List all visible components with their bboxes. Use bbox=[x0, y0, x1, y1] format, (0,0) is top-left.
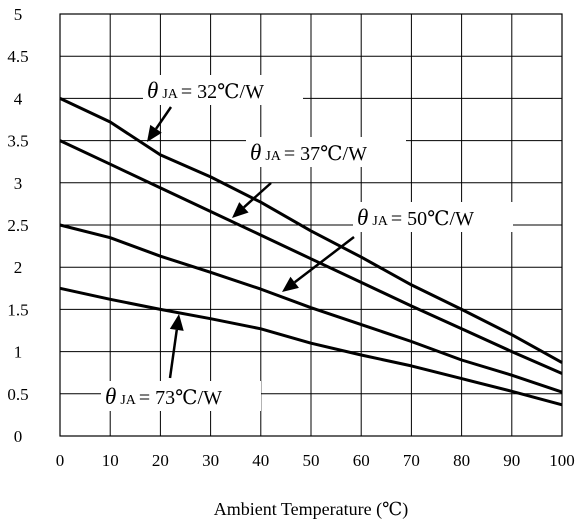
annotation-subscript: JA bbox=[265, 149, 281, 164]
tick-labels: 0 10 20 30 40 50 60 70 80 90 100 0 0.5 1 1.5 2 2.5 3 3.5 4 4… bbox=[7, 5, 574, 470]
annotation-3: θ JA = 50℃/W bbox=[282, 202, 513, 292]
annotation-arrowhead bbox=[282, 276, 299, 292]
x-tick-label: 90 bbox=[503, 451, 520, 470]
y-tick-label: 0.5 bbox=[7, 385, 28, 404]
annotation-arrow bbox=[293, 236, 355, 284]
x-axis-title: Ambient Temperature (℃) bbox=[214, 499, 408, 520]
annotation-label: θ JA = 50℃/W bbox=[357, 205, 474, 230]
x-tick-label: 40 bbox=[252, 451, 269, 470]
annotation-theta: θ bbox=[105, 384, 116, 409]
y-tick-label: 0 bbox=[14, 427, 23, 446]
annotation-background bbox=[246, 137, 406, 167]
annotation-4: θ JA = 73℃/W bbox=[101, 314, 261, 411]
annotation-arrow bbox=[243, 182, 272, 209]
annotation-theta: θ bbox=[250, 140, 261, 165]
x-tick-label: 0 bbox=[56, 451, 65, 470]
annotation-subscript: JA bbox=[162, 87, 178, 102]
x-tick-label: 70 bbox=[403, 451, 420, 470]
annotation-background bbox=[101, 381, 261, 411]
y-tick-label: 4 bbox=[14, 89, 23, 108]
annotation-subscript: JA bbox=[372, 214, 388, 229]
annotation-arrow bbox=[155, 106, 173, 130]
annotation-2: θ JA = 37℃/W bbox=[232, 137, 406, 218]
y-tick-label: 5 bbox=[14, 5, 23, 24]
annotation-value: = 50℃/W bbox=[391, 208, 474, 230]
annotation-value: = 32℃/W bbox=[181, 81, 264, 103]
x-tick-label: 100 bbox=[549, 451, 575, 470]
annotation-label: θ JA = 73℃/W bbox=[105, 384, 222, 409]
x-tick-label: 20 bbox=[152, 451, 169, 470]
x-tick-label: 80 bbox=[453, 451, 470, 470]
annotation-value: = 37℃/W bbox=[284, 143, 367, 165]
annotation-label: θ JA = 32℃/W bbox=[147, 78, 264, 103]
series-line-1 bbox=[59, 97, 563, 364]
x-tick-label: 50 bbox=[303, 451, 320, 470]
y-tick-label: 4.5 bbox=[7, 47, 28, 66]
annotation-background bbox=[353, 202, 513, 232]
annotation-arrowhead bbox=[232, 202, 249, 218]
annotations: θ JA = 32℃/Wθ JA = 37℃/Wθ JA = 50℃/Wθ JA = 73℃/W bbox=[101, 75, 513, 411]
series-line-4 bbox=[59, 286, 563, 407]
annotation-arrowhead bbox=[169, 314, 184, 331]
y-tick-label: 3.5 bbox=[7, 132, 28, 151]
x-tick-label: 60 bbox=[353, 451, 370, 470]
x-tick-label: 30 bbox=[202, 451, 219, 470]
annotation-subscript: JA bbox=[120, 393, 136, 408]
y-tick-label: 2 bbox=[14, 258, 23, 277]
annotation-theta: θ bbox=[357, 205, 368, 230]
y-tick-label: 1.5 bbox=[7, 300, 28, 319]
annotation-1: θ JA = 32℃/W bbox=[143, 75, 303, 142]
annotation-arrow bbox=[168, 329, 179, 379]
annotation-label: θ JA = 37℃/W bbox=[250, 140, 367, 165]
annotation-arrowhead bbox=[147, 124, 162, 142]
y-tick-label: 2.5 bbox=[7, 216, 28, 235]
annotation-theta: θ bbox=[147, 78, 158, 103]
annotation-value: = 73℃/W bbox=[139, 387, 222, 409]
x-tick-label: 10 bbox=[102, 451, 119, 470]
series-line-2 bbox=[59, 139, 563, 375]
series-group bbox=[59, 97, 563, 407]
y-tick-label: 3 bbox=[14, 174, 23, 193]
annotation-background bbox=[143, 75, 303, 105]
series-line-3 bbox=[59, 223, 563, 394]
y-tick-label: 1 bbox=[14, 343, 23, 362]
